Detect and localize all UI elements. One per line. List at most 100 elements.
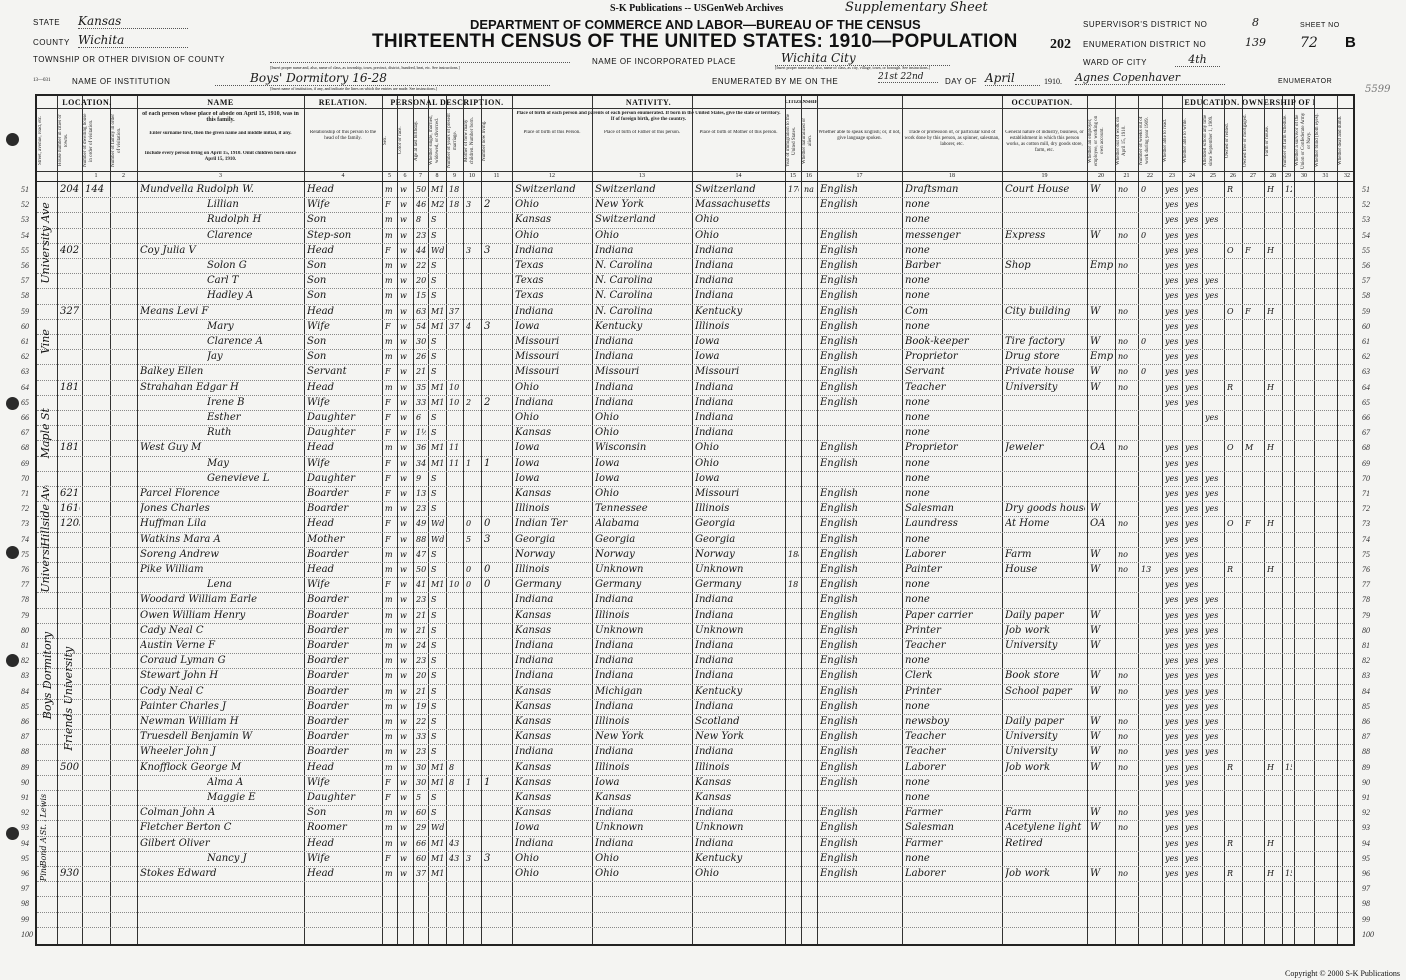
table-cell: Kansas <box>595 792 632 803</box>
column-header: Whether able to write. <box>1183 118 1188 163</box>
row-rule <box>37 805 1353 807</box>
table-cell: 5 <box>466 534 472 544</box>
binder-hole <box>6 546 19 559</box>
table-cell: Emp <box>1090 351 1113 363</box>
table-cell: Kansas <box>515 716 552 727</box>
column-divider <box>446 96 447 944</box>
line-number-right: 92 <box>1362 808 1370 818</box>
ward-label: Ward of city <box>1083 58 1147 67</box>
table-cell: Teacher <box>905 640 946 651</box>
table-cell: 30 <box>416 777 426 787</box>
table-cell: W <box>1090 229 1101 241</box>
column-number: 20 <box>1098 173 1104 179</box>
column-header: Farm or house. <box>1265 125 1270 156</box>
table-cell: English <box>820 655 859 667</box>
table-cell: m <box>385 808 393 818</box>
table-cell: Boarder <box>307 488 349 499</box>
row-rule <box>37 470 1353 472</box>
enumeration-month: April <box>985 71 1040 86</box>
line-number: 82 <box>21 656 29 666</box>
enumerator-label: Enumerator <box>1278 78 1333 85</box>
person-name: Rudolph H <box>207 214 262 226</box>
table-cell: m <box>385 291 393 301</box>
column-divider <box>57 96 58 944</box>
table-cell: English <box>820 442 859 454</box>
table-cell: Illinois <box>695 320 730 332</box>
table-cell: Express <box>1005 229 1046 241</box>
column-number: 13 <box>639 173 645 179</box>
table-cell: w <box>400 245 407 255</box>
table-cell: S <box>431 367 437 377</box>
supervisor-label: Supervisor's District No <box>1083 20 1208 29</box>
table-cell: messenger <box>905 229 961 241</box>
sheet-side: B <box>1345 34 1356 51</box>
line-number: 87 <box>21 732 29 742</box>
table-cell: Head <box>307 518 335 530</box>
binder-hole <box>6 133 19 146</box>
table-cell: M <box>1245 443 1254 453</box>
column-divider <box>692 96 693 944</box>
line-number-right: 57 <box>1362 276 1370 286</box>
table-cell: Proprietor <box>905 442 958 454</box>
table-cell: S <box>431 732 437 742</box>
column-divider <box>481 96 482 944</box>
table-cell: English <box>820 822 859 834</box>
table-cell: Head <box>307 868 335 879</box>
line-number: 92 <box>21 808 29 818</box>
column-number: 31 <box>1322 173 1329 179</box>
table-cell: w <box>400 458 407 468</box>
table-cell: Indiana <box>695 670 734 682</box>
column-header: Whether deaf and dumb. <box>1338 115 1343 166</box>
table-cell: yes <box>1185 276 1199 286</box>
enumeration-district-value: 139 <box>1245 36 1266 49</box>
table-cell: 327 <box>60 305 80 317</box>
line-number: 58 <box>21 291 29 301</box>
street-annotation: Friends University <box>62 646 75 751</box>
table-cell: w <box>400 717 407 726</box>
table-cell: W <box>1090 366 1101 378</box>
person-name: Balkey Ellen <box>140 366 204 378</box>
table-cell: 21 <box>416 686 426 696</box>
table-cell: none <box>905 244 930 256</box>
row-rule <box>37 531 1353 533</box>
table-cell: S <box>431 337 437 346</box>
line-number: 95 <box>21 853 29 863</box>
table-cell: Unknown <box>695 822 744 834</box>
table-cell: F <box>1245 519 1251 529</box>
line-number-right: 62 <box>1362 352 1370 362</box>
table-cell: Daily paper <box>1005 609 1064 621</box>
line-number-right: 51 <box>1362 185 1370 194</box>
table-cell: F <box>385 793 391 802</box>
table-cell: M1 <box>431 397 444 407</box>
table-cell: Ohio <box>595 412 619 423</box>
table-cell: 46 <box>416 200 426 210</box>
table-cell: F <box>385 534 391 544</box>
row-rule <box>37 212 1353 214</box>
table-cell: 22 <box>416 261 426 270</box>
table-cell: Daughter <box>307 427 355 439</box>
column-header: General nature of industry, business, or… <box>1005 130 1084 153</box>
row-rule <box>37 288 1353 290</box>
table-cell: yes <box>1165 656 1179 666</box>
row-rule <box>37 349 1353 351</box>
table-cell: Indiana <box>515 655 554 667</box>
table-cell: 0 <box>466 580 472 590</box>
county-label: County <box>33 38 70 47</box>
table-cell: no <box>1118 352 1128 362</box>
column-header: Number of family in order of visitation. <box>111 113 122 168</box>
table-cell: 402 <box>60 244 80 256</box>
table-cell: w <box>400 671 407 681</box>
column-number: 2 <box>122 173 125 179</box>
person-name: Carl T <box>207 275 239 287</box>
table-cell: Wd <box>431 534 444 544</box>
table-cell: Wife <box>307 852 330 864</box>
person-name: Jones Charles <box>140 503 210 515</box>
column-number: 24 <box>1189 173 1195 179</box>
table-cell: Paper carrier <box>905 609 973 621</box>
column-divider <box>801 96 802 944</box>
table-cell: none <box>905 199 930 211</box>
table-cell: Ohio <box>515 852 539 864</box>
table-cell: w <box>400 549 407 559</box>
column-header: House number in cities or towns. <box>58 114 69 167</box>
